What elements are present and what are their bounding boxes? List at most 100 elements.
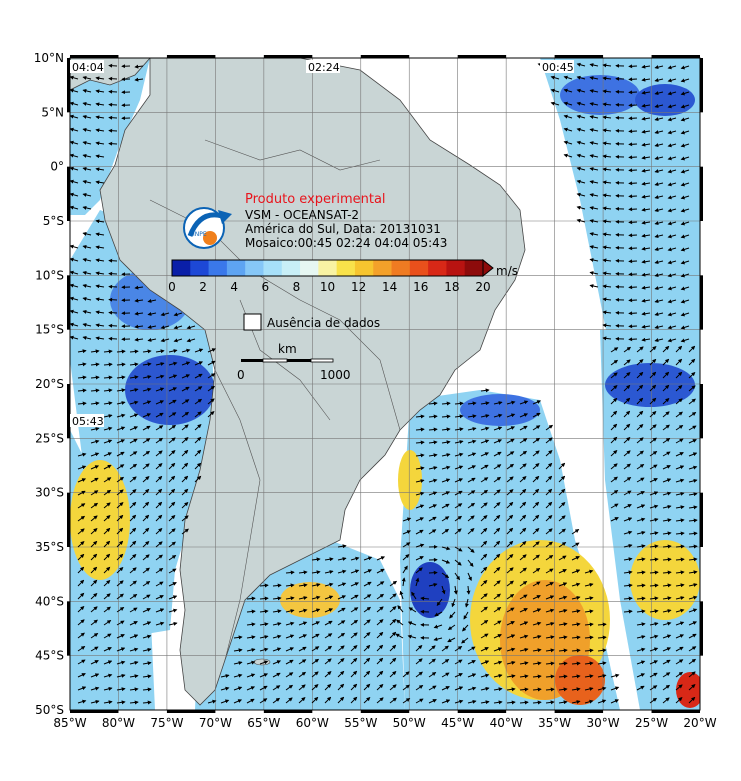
blob-yellow-5 — [398, 450, 422, 510]
wind-arrow — [82, 283, 92, 288]
wind-arrow — [519, 476, 527, 483]
wind-arrow — [662, 478, 672, 483]
wind-arrow — [451, 598, 456, 608]
colorbar-tick-label: 6 — [261, 280, 269, 294]
wind-arrow — [155, 425, 164, 431]
wind-arrow — [454, 673, 463, 678]
wind-arrow — [532, 412, 541, 418]
wind-arrow — [662, 397, 670, 405]
wind-arrow — [194, 449, 202, 457]
wind-arrow — [103, 426, 113, 431]
wind-arrow — [662, 384, 670, 392]
wind-arrow — [545, 608, 555, 613]
wind-arrow — [147, 337, 157, 342]
wind-arrow — [688, 608, 698, 613]
wind-arrow — [311, 595, 321, 600]
wind-arrow — [324, 671, 332, 678]
wind-arrow — [467, 559, 474, 567]
wind-arrow — [584, 569, 594, 574]
wind-arrow — [675, 608, 685, 613]
wind-arrow — [324, 683, 332, 691]
wind-arrow — [311, 583, 321, 587]
wind-arrow — [506, 607, 515, 613]
wind-arrow — [636, 685, 645, 691]
wind-arrow — [285, 570, 295, 575]
wind-arrow — [337, 582, 347, 587]
wind-arrow — [246, 596, 256, 601]
wind-arrow — [428, 582, 438, 587]
wind-arrow — [654, 247, 664, 252]
wind-arrow — [207, 398, 215, 405]
wind-arrow — [90, 673, 100, 678]
wind-arrow — [194, 462, 202, 470]
wind-arrow — [519, 567, 527, 574]
wind-arrow — [662, 491, 672, 496]
wind-arrow — [324, 645, 333, 652]
wind-arrow — [194, 475, 202, 483]
wind-arrow — [129, 400, 139, 405]
wind-arrow — [680, 260, 690, 265]
wind-arrow — [680, 234, 690, 239]
wind-arrow — [220, 674, 230, 678]
wind-arrow — [181, 449, 189, 457]
lat-label: 35°S — [35, 540, 64, 554]
wind-arrow — [402, 530, 412, 535]
wind-arrow — [70, 205, 79, 210]
legend-line-2: América do Sul, Data: 20131031 — [245, 222, 441, 236]
wind-arrow — [623, 583, 633, 588]
wind-arrow — [688, 505, 698, 510]
wind-arrow — [680, 156, 690, 161]
wind-arrow — [337, 544, 347, 549]
frame-tick — [70, 55, 119, 58]
wind-arrow — [576, 75, 586, 80]
wind-arrow — [558, 528, 566, 535]
wind-arrow — [493, 413, 503, 418]
wind-arrow — [311, 658, 320, 665]
wind-arrow — [77, 452, 87, 457]
wind-arrow — [675, 478, 685, 483]
wind-arrow — [584, 596, 594, 601]
wind-arrow — [90, 579, 98, 587]
time-tag-2: 02:24 — [308, 61, 340, 74]
wind-arrow — [454, 572, 460, 581]
wind-arrow — [82, 244, 92, 249]
wind-arrow — [116, 362, 126, 367]
wind-arrow — [70, 244, 79, 249]
wind-arrow — [680, 169, 690, 174]
wind-arrow — [467, 546, 475, 553]
wind-arrow — [558, 635, 568, 640]
wind-arrow — [610, 463, 618, 470]
wind-arrow — [480, 579, 488, 587]
wind-arrow — [654, 65, 664, 70]
wind-arrow — [441, 427, 451, 432]
latitude-labels: 10°N 5°N 0° 5°S 10°S 15°S 20°S 25°S 30°S 35°S 40°S… — [34, 51, 64, 717]
wind-arrow — [142, 621, 152, 626]
wind-arrow — [461, 637, 469, 644]
wind-arrow — [662, 504, 672, 509]
wind-arrow — [480, 464, 489, 470]
wind-arrow — [77, 528, 85, 535]
wind-arrow — [584, 635, 594, 640]
wind-arrow — [324, 595, 334, 600]
wind-arrow — [636, 423, 644, 431]
wind-arrow — [415, 491, 425, 496]
wind-arrow — [168, 349, 178, 353]
lon-label: 60°W — [296, 716, 329, 730]
wind-arrow — [95, 245, 105, 250]
wind-arrow — [636, 359, 644, 366]
wind-arrow — [376, 619, 384, 626]
wind-arrow — [311, 570, 321, 575]
lon-label: 25°W — [635, 716, 668, 730]
wind-arrow — [142, 594, 151, 600]
wind-arrow — [641, 337, 651, 342]
wind-arrow — [636, 450, 644, 457]
wind-arrow — [649, 609, 659, 614]
wind-arrow — [636, 491, 645, 496]
wind-arrow — [155, 400, 165, 405]
wind-arrow — [181, 488, 189, 496]
wind-arrow — [506, 580, 514, 587]
wind-arrow — [667, 260, 677, 265]
wind-arrow — [558, 595, 568, 600]
wind-arrow — [688, 583, 698, 587]
